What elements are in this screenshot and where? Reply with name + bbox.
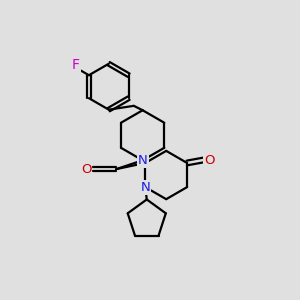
Text: N: N (140, 181, 150, 194)
Text: O: O (205, 154, 215, 166)
Text: F: F (72, 58, 80, 72)
Text: N: N (138, 154, 148, 167)
Text: O: O (81, 163, 92, 176)
